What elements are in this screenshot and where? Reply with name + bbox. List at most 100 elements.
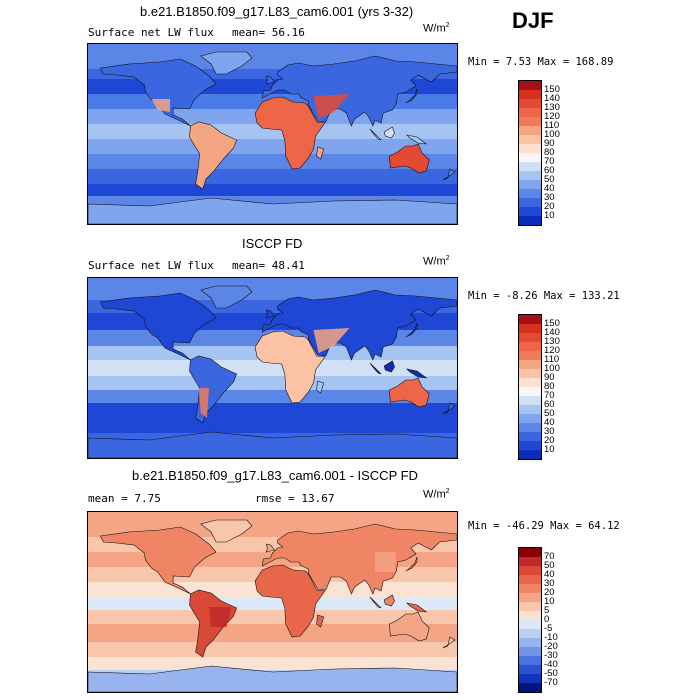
colorbar-tick-label: 40 bbox=[544, 183, 555, 194]
panel-3-title: b.e21.B1850.f09_g17.L83_cam6.001 - ISCCP… bbox=[132, 468, 418, 483]
continent-greenland bbox=[200, 519, 253, 543]
colorbar-tick-label: 130 bbox=[544, 102, 560, 113]
continent-nz bbox=[442, 636, 456, 649]
field-anomaly-patch bbox=[313, 94, 350, 119]
continent-eurasia bbox=[261, 55, 457, 127]
continent-southAmerica bbox=[189, 121, 237, 190]
colorbar-swatch bbox=[519, 647, 541, 656]
continent-northAmerica bbox=[99, 292, 217, 361]
colorbar-tick-label: -20 bbox=[544, 641, 558, 652]
colorbar-swatch bbox=[519, 333, 541, 342]
colorbar-tick-label: 70 bbox=[544, 551, 555, 562]
colorbar-tick-label: -40 bbox=[544, 659, 558, 670]
colorbar-swatch bbox=[519, 674, 541, 683]
continent-madagascar bbox=[316, 146, 325, 160]
continent-sumatra bbox=[369, 128, 382, 141]
colorbar-swatch bbox=[519, 638, 541, 647]
field-anomaly-patch bbox=[151, 99, 170, 112]
colorbar-swatch bbox=[519, 216, 541, 225]
colorbar-swatch bbox=[519, 566, 541, 575]
colorbar-swatch bbox=[519, 396, 541, 405]
colorbar-swatch bbox=[519, 360, 541, 369]
colorbar-tick-label: 110 bbox=[544, 120, 560, 131]
panel-3-rmse-label: rmse = 13.67 bbox=[255, 492, 335, 505]
colorbar-tick-label: 100 bbox=[544, 129, 560, 140]
continent-australia bbox=[389, 143, 430, 174]
continent-borneo bbox=[383, 126, 395, 139]
continent-madagascar bbox=[316, 380, 325, 394]
colorbar-swatch bbox=[519, 387, 541, 396]
colorbar-tick-label: 30 bbox=[544, 426, 555, 437]
colorbar-swatch bbox=[519, 602, 541, 611]
colorbar-tick-label: 60 bbox=[544, 165, 555, 176]
field-anomaly-patch bbox=[209, 607, 232, 627]
panel-1-map bbox=[87, 43, 458, 225]
colorbar-swatch bbox=[519, 315, 541, 324]
colorbar-swatch bbox=[519, 162, 541, 171]
colorbar-tick-label: 110 bbox=[544, 354, 560, 365]
colorbar-tick-label: 30 bbox=[544, 192, 555, 203]
colorbar-tick-label: 90 bbox=[544, 138, 555, 149]
colorbar-swatch bbox=[519, 441, 541, 450]
continent-antarctica bbox=[88, 197, 457, 224]
panel-2-mean-label: mean= 48.41 bbox=[232, 259, 305, 272]
colorbar-swatch bbox=[519, 548, 541, 557]
colorbar-swatch bbox=[519, 324, 541, 333]
colorbar-swatch bbox=[519, 117, 541, 126]
colorbar-tick-label: 40 bbox=[544, 417, 555, 428]
panel-2-colorbar bbox=[518, 314, 542, 460]
panel-2-variable-label: Surface net LW flux bbox=[88, 259, 214, 272]
colorbar-tick-label: -30 bbox=[544, 650, 558, 661]
continent-eurasia bbox=[261, 523, 457, 595]
continent-japan bbox=[405, 88, 418, 104]
continent-nz bbox=[442, 168, 456, 181]
continent-madagascar bbox=[316, 614, 325, 628]
continent-africa bbox=[254, 564, 326, 638]
continent-sumatra bbox=[369, 362, 382, 375]
colorbar-tick-label: 5 bbox=[544, 605, 550, 616]
colorbar-swatch bbox=[519, 144, 541, 153]
colorbar-tick-label: 50 bbox=[544, 174, 555, 185]
colorbar-swatch bbox=[519, 665, 541, 674]
colorbar-swatch bbox=[519, 171, 541, 180]
colorbar-tick-label: 10 bbox=[544, 444, 555, 455]
colorbar-swatch bbox=[519, 369, 541, 378]
field-anomaly-patch bbox=[198, 388, 209, 418]
panel-3-map bbox=[87, 511, 458, 693]
colorbar-tick-label: 150 bbox=[544, 318, 560, 329]
colorbar-tick-label: -10 bbox=[544, 632, 558, 643]
colorbar-swatch bbox=[519, 99, 541, 108]
colorbar-swatch bbox=[519, 620, 541, 629]
colorbar-swatch bbox=[519, 207, 541, 216]
colorbar-swatch bbox=[519, 611, 541, 620]
continent-borneo bbox=[383, 594, 395, 607]
colorbar-swatch bbox=[519, 135, 541, 144]
colorbar-tick-label: -50 bbox=[544, 668, 558, 679]
colorbar-swatch bbox=[519, 81, 541, 90]
continent-africa bbox=[254, 330, 326, 404]
continent-sumatra bbox=[369, 596, 382, 609]
colorbar-swatch bbox=[519, 153, 541, 162]
colorbar-swatch bbox=[519, 405, 541, 414]
continent-uk bbox=[265, 543, 276, 553]
field-anomaly-patch bbox=[313, 328, 350, 353]
colorbar-swatch bbox=[519, 450, 541, 459]
colorbar-tick-label: 30 bbox=[544, 578, 555, 589]
colorbar-swatch bbox=[519, 557, 541, 566]
continent-greenland bbox=[200, 51, 253, 75]
colorbar-swatch bbox=[519, 423, 541, 432]
panel-1-mean-label: mean= 56.16 bbox=[232, 26, 305, 39]
continent-northAmerica bbox=[99, 526, 217, 595]
panel-1-variable-label: Surface net LW flux bbox=[88, 26, 214, 39]
colorbar-swatch bbox=[519, 342, 541, 351]
colorbar-swatch bbox=[519, 351, 541, 360]
colorbar-tick-label: 100 bbox=[544, 363, 560, 374]
colorbar-swatch bbox=[519, 90, 541, 99]
panel-3-units: W/m2 bbox=[423, 488, 450, 501]
colorbar-swatch bbox=[519, 126, 541, 135]
colorbar-swatch bbox=[519, 629, 541, 638]
colorbar-tick-label: 20 bbox=[544, 435, 555, 446]
continent-newGuinea bbox=[405, 368, 428, 379]
colorbar-tick-label: 140 bbox=[544, 93, 560, 104]
world-map-field bbox=[88, 512, 457, 692]
